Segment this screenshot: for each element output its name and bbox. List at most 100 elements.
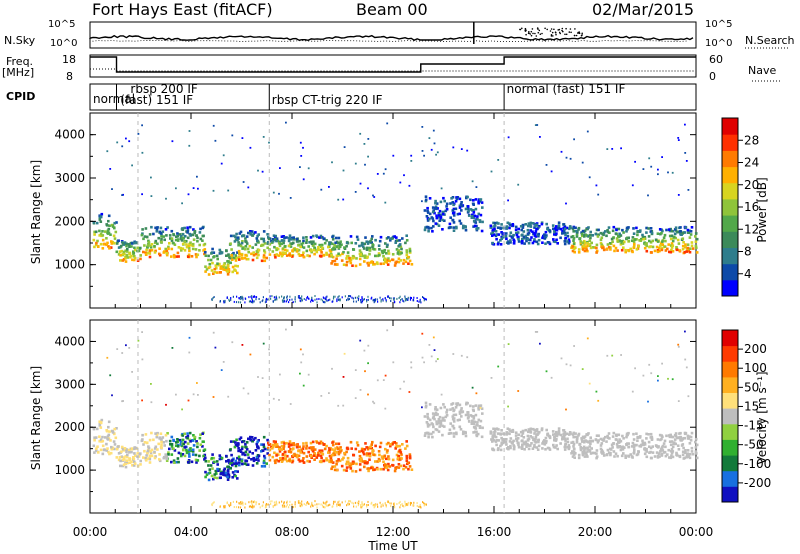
velocity-cell	[234, 459, 237, 463]
power-cell	[325, 296, 327, 299]
power-cell	[188, 130, 191, 132]
velocity-cell	[177, 460, 180, 464]
velocity-cell	[208, 471, 212, 474]
velocity-cell	[620, 354, 622, 356]
power-cell	[459, 203, 463, 206]
velocity-cell	[456, 418, 460, 422]
power-cell	[425, 225, 429, 229]
velocity-cell	[354, 470, 358, 473]
colorbar-tick-label: 8	[744, 245, 752, 259]
velocity-cell	[496, 432, 500, 435]
colorbar-tick-label: -200	[744, 476, 771, 490]
noise-dot	[530, 30, 533, 33]
power-cell	[382, 255, 385, 258]
velocity-cell	[143, 441, 147, 444]
velocity-cell	[445, 408, 449, 412]
power-cell	[406, 298, 408, 301]
velocity-cell	[399, 506, 401, 509]
power-cell	[491, 229, 494, 233]
velocity-cell	[645, 432, 648, 436]
power-cell	[189, 241, 192, 244]
power-cell	[113, 242, 116, 245]
velocity-cell	[98, 422, 102, 426]
velocity-cell	[195, 461, 198, 464]
velocity-cell	[338, 504, 340, 506]
power-cell	[328, 254, 331, 258]
power-cell	[220, 266, 223, 270]
velocity-cell	[247, 456, 250, 460]
power-cell	[158, 252, 161, 256]
velocity-cell	[251, 439, 255, 443]
velocity-cell	[160, 440, 163, 444]
velocity-cell	[354, 397, 357, 399]
power-cell	[223, 301, 225, 304]
velocity-cell	[240, 501, 242, 504]
velocity-cell	[236, 444, 239, 447]
power-cell	[416, 297, 418, 299]
power-cell	[367, 295, 369, 298]
velocity-cell	[158, 453, 161, 456]
colorbar-swatch	[722, 345, 738, 362]
power-cell	[499, 226, 502, 230]
velocity-cell	[363, 461, 367, 465]
power-cell	[379, 296, 381, 299]
power-cell	[556, 242, 559, 245]
power-cell	[564, 233, 567, 237]
power-cell	[399, 245, 403, 249]
power-cell	[176, 251, 180, 255]
velocity-cell	[500, 443, 503, 446]
velocity-cell	[621, 434, 624, 438]
power-cell	[571, 245, 574, 248]
colorbar-tick-label: -15	[744, 419, 764, 433]
velocity-cell	[541, 442, 544, 445]
power-cell	[534, 231, 537, 235]
power-cell	[588, 233, 592, 237]
velocity-cell	[529, 429, 532, 433]
power-cell	[124, 260, 128, 263]
velocity-cell	[677, 448, 681, 451]
power-cell	[285, 300, 288, 303]
power-cell	[676, 238, 680, 242]
noise-dot	[521, 27, 523, 30]
velocity-cell	[242, 503, 244, 506]
power-cell	[300, 155, 303, 157]
power-cell	[318, 254, 322, 258]
power-cell	[231, 134, 234, 137]
power-cell	[624, 248, 627, 252]
power-cell	[191, 233, 195, 237]
cpid-segment-label: normal (fast) 151 IF	[507, 82, 626, 96]
power-cell	[117, 253, 121, 256]
velocity-cell	[579, 447, 583, 450]
velocity-cell	[277, 459, 280, 463]
velocity-cell	[125, 455, 129, 459]
velocity-cell	[238, 502, 240, 505]
power-cell	[642, 235, 645, 239]
power-cell	[500, 231, 503, 234]
power-cell	[176, 234, 180, 238]
velocity-cell	[582, 450, 586, 453]
power-cell	[649, 241, 653, 244]
velocity-cell	[168, 439, 172, 443]
velocity-cell	[651, 445, 654, 448]
velocity-cell	[607, 451, 611, 455]
power-cell	[623, 240, 626, 244]
velocity-cell	[497, 428, 500, 431]
power-cell	[331, 300, 333, 303]
velocity-cell	[550, 376, 553, 379]
velocity-cell	[156, 448, 159, 451]
noise-dot	[581, 32, 583, 35]
power-cell	[599, 238, 603, 242]
velocity-cell	[431, 435, 434, 439]
power-cell	[639, 229, 642, 232]
power-cell	[670, 242, 674, 245]
velocity-cell	[577, 432, 581, 436]
power-cell	[343, 246, 346, 249]
power-cell	[679, 226, 682, 229]
velocity-cell	[360, 449, 364, 453]
power-cell	[358, 257, 362, 261]
velocity-cell	[93, 438, 96, 442]
velocity-cell	[275, 445, 278, 448]
power-cell	[493, 229, 496, 232]
velocity-cell	[213, 473, 217, 476]
power-cell	[616, 240, 620, 243]
